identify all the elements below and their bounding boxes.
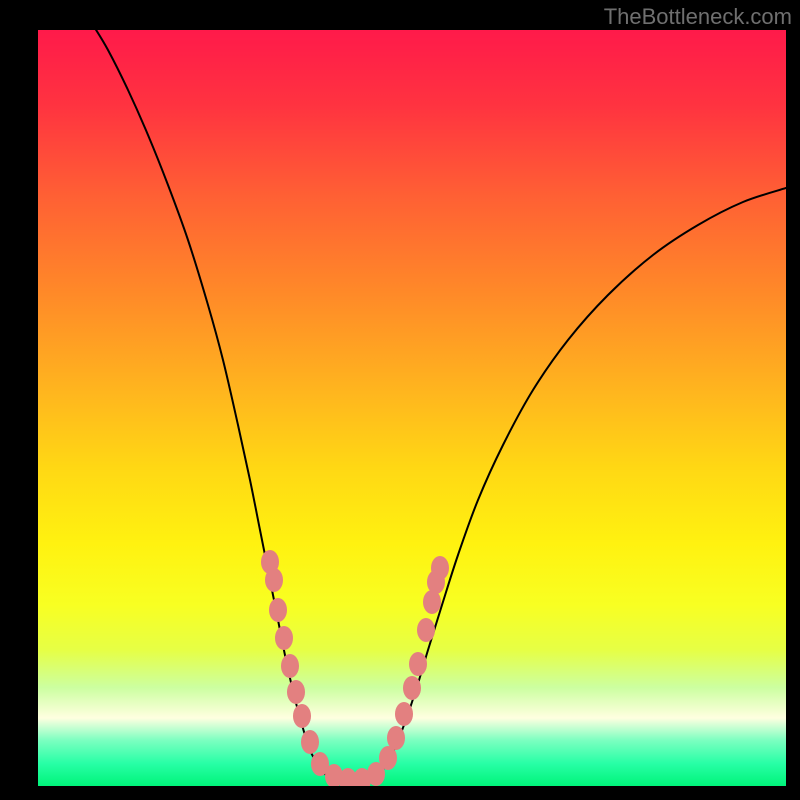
marker-point <box>403 676 421 700</box>
marker-point <box>301 730 319 754</box>
marker-point <box>281 654 299 678</box>
watermark-text: TheBottleneck.com <box>604 4 792 30</box>
marker-point <box>417 618 435 642</box>
marker-point <box>387 726 405 750</box>
marker-point <box>269 598 287 622</box>
marker-point <box>395 702 413 726</box>
marker-point <box>293 704 311 728</box>
chart-plot-area <box>38 30 786 786</box>
chart-overlay <box>38 30 786 786</box>
marker-point <box>287 680 305 704</box>
left-curve-line <box>93 30 354 782</box>
marker-point <box>431 556 449 580</box>
marker-point <box>265 568 283 592</box>
marker-point <box>275 626 293 650</box>
marker-point <box>409 652 427 676</box>
curve-markers <box>261 550 449 786</box>
